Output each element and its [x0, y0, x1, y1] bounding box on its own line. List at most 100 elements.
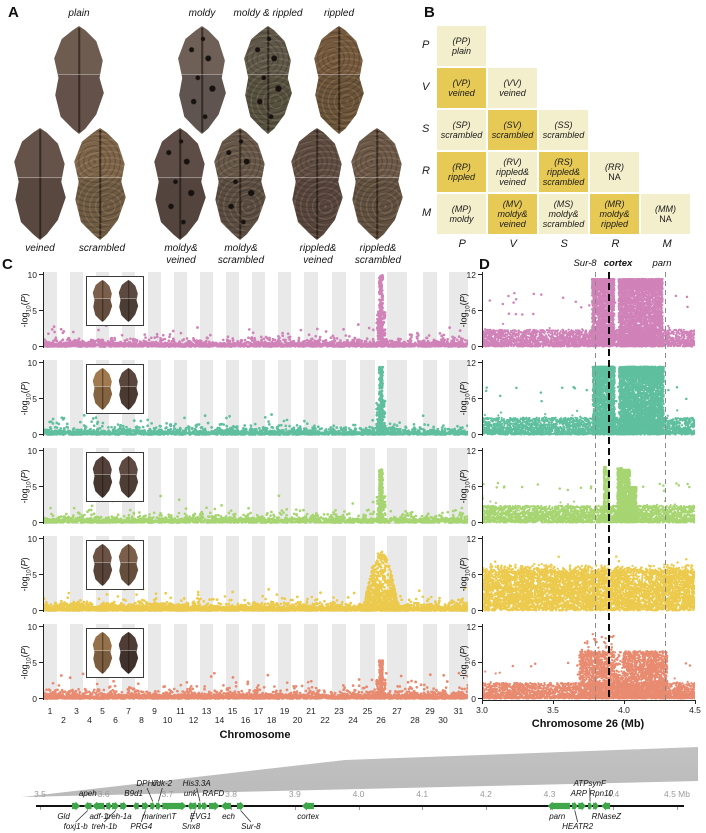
leaf-photo-rippled-scrambled	[351, 128, 403, 240]
y-axis-label: -log10(P)	[19, 381, 33, 416]
phenotype-label: moldy & rippled	[234, 8, 303, 20]
chrom-tick-20: 20	[292, 715, 303, 725]
leaf-photo-scrambled	[74, 128, 126, 240]
mb-tick-4.4: 4.4	[607, 789, 620, 799]
gene-arrow-treh-1a	[120, 801, 128, 811]
chrom-tick-27: 27	[392, 706, 402, 716]
matrix-col-label-V: V	[509, 238, 517, 250]
d-row3-ticklabel: 0	[471, 517, 476, 528]
matrix-cell-MP: (MP) moldy	[437, 194, 486, 234]
d-row4-axis	[482, 536, 484, 612]
gene-label-apeh: apeh	[78, 789, 97, 798]
cell-code: (MM)	[655, 203, 676, 214]
leaf-spots	[178, 26, 226, 134]
cell-code: (MS)	[553, 198, 574, 209]
inset-leaf	[118, 368, 139, 410]
phenotype-label: rippled& veined	[300, 243, 337, 266]
chrom-tick-28: 28	[410, 715, 420, 725]
d-row5-ticklabel: 12	[466, 621, 476, 632]
gene-arrow-His33A	[197, 801, 202, 811]
inset-leaf	[118, 632, 139, 674]
c-row1-tick	[39, 274, 43, 276]
cell-code: (VP)	[452, 77, 471, 88]
chrom-tick-3: 3	[74, 706, 79, 716]
label-line: moldy	[188, 8, 216, 19]
cell-code: (VV)	[503, 77, 522, 88]
d-row4-ticklabel: 12	[466, 533, 476, 544]
gene-arrow-EVG1	[201, 801, 208, 811]
mb-tickmark	[294, 806, 296, 810]
leaf-spots	[214, 128, 266, 240]
chrom-tick-15: 15	[227, 706, 238, 716]
phenotype-label: moldy	[189, 8, 216, 20]
gene-arrow-foxj1-b	[83, 801, 92, 811]
gene-label-marinerT: mariner\T	[141, 812, 177, 821]
cell-name: moldy&	[599, 208, 630, 219]
gene-arrow-B9d1	[133, 801, 139, 811]
matrix-cell-SP: (SP) scrambled	[437, 110, 486, 150]
leaf-photo-moldy-scrambled	[214, 128, 266, 240]
c-row4-tick	[39, 538, 43, 540]
gene-label-PRG4: PRG4	[130, 822, 153, 831]
cell-name: veined	[499, 177, 526, 188]
c-row4-axis	[43, 536, 45, 612]
gene-arrow-RNaseZ	[601, 801, 611, 811]
phenotype-label: moldy& scrambled	[218, 243, 264, 266]
gene-arrow-Snx8	[192, 801, 198, 811]
gene-arrow-ech	[220, 801, 232, 811]
chrom-tick-24: 24	[348, 715, 358, 725]
d-row2-ticklabel: 0	[471, 429, 476, 440]
mb-tick-4.1: 4.1	[416, 789, 429, 799]
phenotype-label: plain	[68, 8, 89, 20]
gene-arrow-cortex	[301, 801, 314, 811]
gene-label-Gld: Gld	[57, 812, 70, 821]
gene-arrow-apeh	[92, 801, 105, 811]
c-row5-tick	[39, 662, 43, 664]
gene-arrow-Gld	[71, 801, 81, 811]
matrix-col-label-R: R	[611, 238, 620, 250]
chrom-tick-9: 9	[152, 706, 157, 716]
inset-leaf	[92, 368, 113, 410]
leaf-photo-plain	[54, 26, 104, 134]
c-row2-axis	[43, 360, 45, 436]
d-x-tickmark	[695, 700, 697, 704]
y-axis-label: -log10(P)	[458, 557, 472, 592]
d-row1-ticklabel: 0	[471, 341, 476, 352]
gene-label-His33A: His3.3A	[182, 779, 211, 788]
gene-arrow-RAFD	[208, 801, 220, 811]
cell-name: rippled	[600, 219, 629, 230]
d-row3-axis	[482, 448, 484, 524]
mb-tick-3.6: 3.6	[97, 789, 110, 799]
gene-arrow-marinerT	[162, 801, 187, 811]
c-row2-ticklabel: 5	[32, 393, 37, 404]
mb-tickmark	[485, 806, 487, 810]
cell-code: (SP)	[452, 119, 471, 130]
d-row5-axis	[482, 624, 484, 700]
chrom-tick-19: 19	[279, 706, 290, 716]
c-row1-ticklabel: 0	[32, 341, 37, 352]
chrom-tick-16: 16	[240, 715, 251, 725]
matrix-cell-VP: (VP) veined	[437, 68, 486, 108]
inset-leaf	[92, 456, 113, 498]
inset-leaf-pair	[86, 364, 144, 414]
c-row4-tick	[39, 610, 43, 612]
mb-tickmark	[677, 806, 678, 810]
chrom-tick-5: 5	[100, 706, 105, 716]
mb-tick-4.3: 4.3	[543, 789, 556, 799]
gene-label-cdk-2: cdk-2	[152, 779, 173, 788]
c-row1-ticklabel: 5	[32, 305, 37, 316]
phenotype-label: veined	[25, 243, 54, 255]
y-axis-label: -log10(P)	[458, 293, 472, 328]
cell-code: (RS)	[554, 156, 573, 167]
c-row2-ticklabel: 0	[32, 429, 37, 440]
panel-d-letter: D	[479, 256, 490, 273]
d-x-tickmark	[482, 700, 484, 704]
d-row2-ticklabel: 6	[471, 393, 476, 404]
c-row3-tick	[39, 486, 43, 488]
y-axis-label: -log10(P)	[19, 469, 33, 504]
gene-arrow-adf-1	[106, 801, 112, 811]
chrom-tick-17: 17	[253, 706, 264, 716]
cell-name: plain	[451, 46, 471, 56]
gene-label-treh-1b: treh-1b	[91, 822, 118, 831]
gene-label-Sur-8: Sur-8	[241, 822, 261, 831]
